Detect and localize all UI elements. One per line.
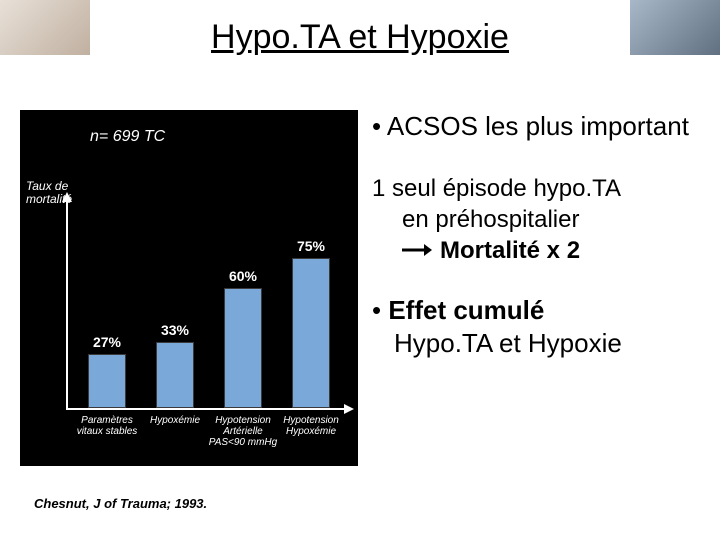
x-axis: [66, 408, 346, 410]
y-axis: [66, 200, 68, 410]
arrow-right-icon: [402, 243, 432, 257]
bar: [224, 288, 262, 408]
y-axis-arrow: [62, 192, 72, 202]
bullet-acsos-text: ACSOS les plus important: [387, 111, 689, 141]
x-category-label: HypotensionHypoxémie: [276, 415, 346, 437]
bullet-cumule: • Effet cumulé Hypo.TA et Hypoxie: [372, 294, 708, 359]
bar: [156, 342, 194, 408]
plot-area: 27% 33% 60% 75%: [66, 200, 346, 410]
bar-value-label: 27%: [77, 334, 137, 350]
mortality-bar-chart: n= 699 TC Taux demortalité 27%33%60%75% …: [20, 110, 358, 466]
bullet-episode-l2: en préhospitalier: [402, 206, 579, 233]
bar: [88, 354, 126, 408]
bar-value-label: 33%: [145, 322, 205, 338]
bar-value-label: 60%: [213, 268, 273, 284]
x-category-label: Hypoxémie: [140, 415, 210, 426]
bar: [292, 258, 330, 408]
bullet-cumule-l2: Hypo.TA et Hypoxie: [372, 328, 622, 358]
bar-value-label: 75%: [281, 238, 341, 254]
page-title: Hypo.TA et Hypoxie: [0, 18, 720, 57]
bullet-acsos: • ACSOS les plus important: [372, 110, 708, 143]
sample-size-label: n= 699 TC: [90, 128, 165, 146]
x-axis-arrow: [344, 404, 354, 414]
citation: Chesnut, J of Trauma; 1993.: [34, 496, 207, 511]
right-column: • ACSOS les plus important 1 seul épisod…: [372, 110, 708, 389]
bullet-episode-l1: 1 seul épisode hypo.TA: [372, 175, 621, 202]
bullet-episode: 1 seul épisode hypo.TA en préhospitalier…: [372, 173, 708, 267]
bullet-cumule-l1: Effet cumulé: [388, 295, 544, 325]
x-category-label: Paramètresvitaux stables: [72, 415, 142, 437]
x-category-label: HypotensionArtériellePAS<90 mmHg: [208, 415, 278, 448]
bullet-episode-l3: Mortalité x 2: [440, 235, 580, 266]
